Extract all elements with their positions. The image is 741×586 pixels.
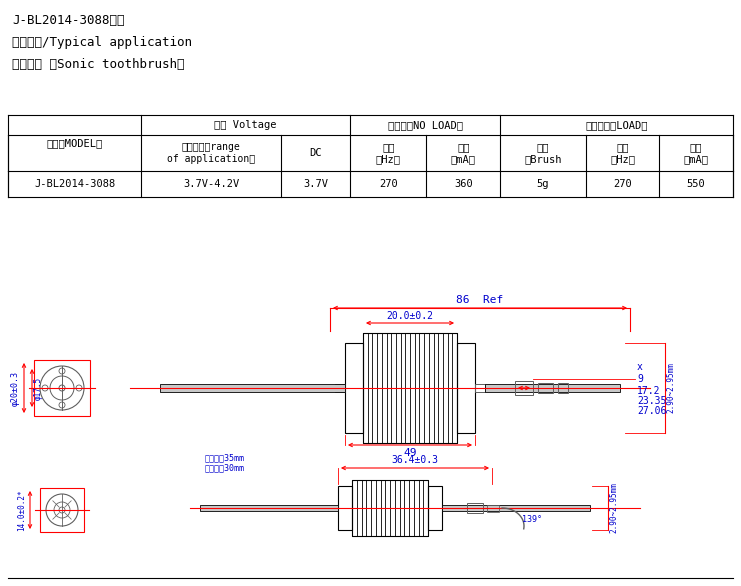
Text: 型号（MODEL）: 型号（MODEL） <box>47 138 103 148</box>
Bar <box>487 505 499 512</box>
Text: 17.2: 17.2 <box>637 386 660 396</box>
Bar <box>558 383 568 393</box>
Text: J-BL2014-3088: J-BL2014-3088 <box>34 179 115 189</box>
Text: 电机线长35mm: 电机线长35mm <box>205 454 245 462</box>
Text: 27.06: 27.06 <box>637 406 666 416</box>
Bar <box>475 384 485 392</box>
Text: φ20±0.3: φ20±0.3 <box>11 370 20 406</box>
Text: 使用范围（range
of application）: 使用范围（range of application） <box>167 142 256 164</box>
Text: 270: 270 <box>379 179 398 189</box>
Bar <box>338 486 352 530</box>
Text: 典型应用/Typical application: 典型应用/Typical application <box>12 36 192 49</box>
Text: 139°: 139° <box>522 516 542 524</box>
Bar <box>457 343 475 433</box>
Text: 36.4±0.3: 36.4±0.3 <box>391 455 439 465</box>
Text: φ17.5: φ17.5 <box>34 376 43 400</box>
Text: DC: DC <box>310 148 322 158</box>
Text: 无负载（NO LOAD）: 无负载（NO LOAD） <box>388 120 462 130</box>
Bar <box>428 486 442 530</box>
Text: 上锡长制30mm: 上锡长制30mm <box>205 464 245 472</box>
Text: 声波牙刷 （Sonic toothbrush）: 声波牙刷 （Sonic toothbrush） <box>12 58 185 71</box>
Bar <box>34 360 90 416</box>
Bar <box>467 503 483 513</box>
Text: J-BL2014-3088系列: J-BL2014-3088系列 <box>12 14 124 27</box>
Bar <box>485 384 620 392</box>
Text: 360: 360 <box>453 179 473 189</box>
Bar <box>160 384 345 392</box>
Bar <box>352 480 428 536</box>
Bar <box>515 381 533 395</box>
Text: 3.7V-4.2V: 3.7V-4.2V <box>183 179 239 189</box>
Text: 9: 9 <box>637 374 643 384</box>
Bar <box>335 384 345 392</box>
Text: 2.90~2.95mm: 2.90~2.95mm <box>666 363 676 414</box>
Text: 负载特性（LOAD）: 负载特性（LOAD） <box>585 120 648 130</box>
Text: 20.0±0.2: 20.0±0.2 <box>387 311 433 321</box>
Text: 86  Ref: 86 Ref <box>456 295 504 305</box>
Text: x: x <box>637 362 643 372</box>
Text: 刷头
（Brush: 刷头 （Brush <box>524 142 562 164</box>
Text: 23.35: 23.35 <box>637 396 666 406</box>
Text: 270: 270 <box>613 179 632 189</box>
Text: 电流
（mA）: 电流 （mA） <box>451 142 476 164</box>
Text: 2.90~2.95mm: 2.90~2.95mm <box>610 482 619 533</box>
Bar <box>40 488 84 532</box>
Text: 14.0±0.2*: 14.0±0.2* <box>17 489 26 531</box>
Text: 电流
（mA）: 电流 （mA） <box>684 142 708 164</box>
Bar <box>538 383 553 393</box>
Bar <box>442 505 590 511</box>
Text: 49: 49 <box>403 448 416 458</box>
Text: 电压 Voltage: 电压 Voltage <box>214 120 277 130</box>
Bar <box>345 343 363 433</box>
Text: 赫兹
（Hz）: 赫兹 （Hz） <box>610 142 635 164</box>
Text: 550: 550 <box>687 179 705 189</box>
Bar <box>363 333 457 443</box>
Text: 5g: 5g <box>536 179 549 189</box>
Bar <box>200 505 338 511</box>
Text: 3.7V: 3.7V <box>303 179 328 189</box>
Text: 赫兹
（Hz）: 赫兹 （Hz） <box>376 142 401 164</box>
